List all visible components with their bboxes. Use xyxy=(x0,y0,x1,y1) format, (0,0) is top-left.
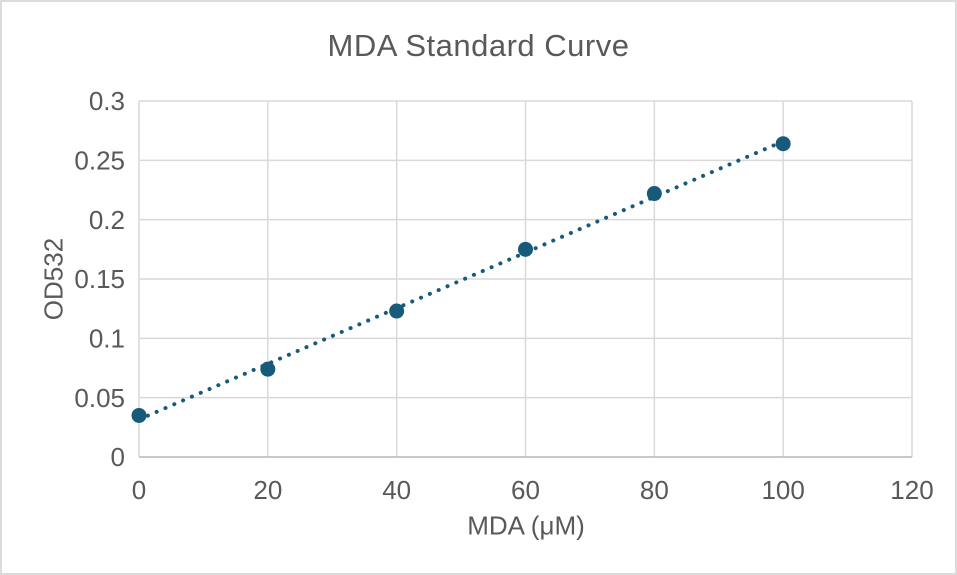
y-tick-label: 0.25 xyxy=(74,145,125,175)
data-point-marker xyxy=(775,136,791,152)
y-tick-label: 0.15 xyxy=(74,264,125,294)
x-tick-label: 120 xyxy=(890,475,933,505)
chart-title: MDA Standard Curve xyxy=(327,28,630,63)
data-point-marker xyxy=(518,241,533,257)
y-tick-label: 0.2 xyxy=(89,205,125,235)
x-tick-label: 80 xyxy=(640,475,669,505)
x-tick-label: 20 xyxy=(253,475,282,505)
x-tick-label: 100 xyxy=(761,475,804,505)
data-point-marker xyxy=(260,361,276,377)
y-tick-label: 0.1 xyxy=(89,323,125,353)
x-axis-title: MDA (μM) xyxy=(467,510,585,541)
y-tick-label: 0.05 xyxy=(74,383,125,413)
x-tick-label: 40 xyxy=(382,475,411,505)
data-point-marker xyxy=(389,303,405,319)
data-point-marker xyxy=(646,186,662,202)
x-tick-label: 0 xyxy=(132,475,146,505)
x-tick-label: 60 xyxy=(511,475,540,505)
y-tick-label: 0 xyxy=(111,442,125,472)
trendline xyxy=(137,139,786,422)
data-point-marker xyxy=(131,407,147,423)
y-tick-label: 0.3 xyxy=(89,86,125,116)
